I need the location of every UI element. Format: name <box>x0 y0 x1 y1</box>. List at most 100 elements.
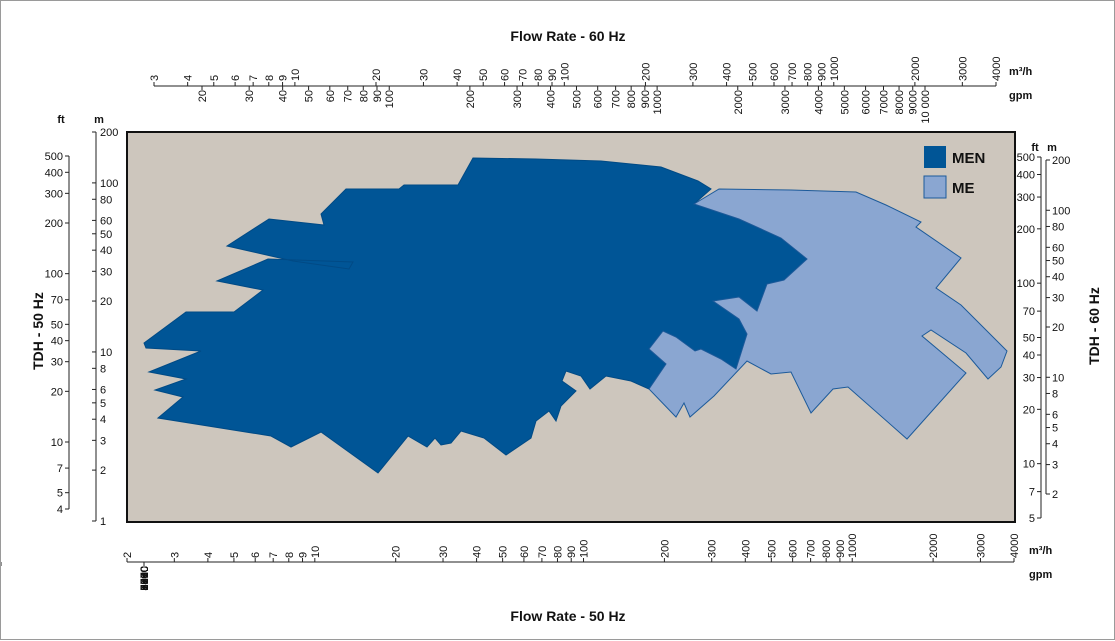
axis-right-m-tick-label: 40 <box>1052 272 1064 284</box>
axis-bottom-gpm-tick-label: 400 <box>139 566 151 584</box>
axis-bottom-m3h-tick-label: 70 <box>537 546 549 558</box>
axis-top-m3h-tick-label: 90 <box>547 69 559 81</box>
axis-left-m-tick-label: 20 <box>100 296 112 308</box>
axis-right-ft-tick-label: 40 <box>1023 350 1035 362</box>
axis-top-m3h-tick-label: 20 <box>371 69 383 81</box>
axis-top-gpm: 20 30 40 50 60 70 80 90 100 200 300 400 500 600 700 800… <box>197 85 1032 124</box>
axis-top-m3h-tick-label: 9 <box>278 75 290 81</box>
axis-bottom-m3h-tick-label: 300 <box>707 540 719 558</box>
axis-left-m-tick-label: 10 <box>100 347 112 359</box>
axis-top-gpm-tick-label: 30 <box>244 90 256 102</box>
axis-bottom-gpm-tick-label: 7000 <box>139 566 151 590</box>
axis-top-m3h-tick-label: 7 <box>248 75 260 81</box>
axis-top-m3h-tick-label: 1000 <box>829 57 841 81</box>
axis-top-gpm-tick-label: 4000 <box>813 90 825 114</box>
axis-left-ft-tick-label: 7 <box>57 463 63 475</box>
axis-bottom-m3h-tick-label: 9 <box>298 552 310 558</box>
axis-top-gpm-tick-label: 200 <box>465 90 477 108</box>
axis-bottom-gpm-tick-label: 30 <box>139 566 151 578</box>
axis-left-m-tick-label: 3 <box>100 435 106 447</box>
axis-right-ft-tick-label: 10 <box>1023 459 1035 471</box>
axis-bottom-gpm-tick-label: 1000 <box>139 566 151 590</box>
axis-right-ft-tick-label: 70 <box>1023 306 1035 318</box>
axis-bottom-m3h-unit: m³/h <box>1029 545 1053 557</box>
axis-right-m-tick-label: 2 <box>1052 489 1058 501</box>
axis-top-gpm-tick-label: 6000 <box>861 90 873 114</box>
axis-right-m-tick-label: 60 <box>1052 242 1064 254</box>
axis-top-m3h-tick-label: 900 <box>816 63 828 81</box>
axis-top-gpm-tick-label: 700 <box>611 90 623 108</box>
axis-right-m-tick-label: 6 <box>1052 409 1058 421</box>
axis-top-m3h-tick-label: 5 <box>209 75 221 81</box>
axis-right-ft-tick-label: 400 <box>1017 169 1035 181</box>
axis-bottom-gpm-tick-label: 6000 <box>139 566 151 590</box>
axis-top-gpm-tick-label: 2000 <box>733 90 745 114</box>
axis-top-m3h-tick-label: 40 <box>452 69 464 81</box>
axis-bottom-m3h-tick-label: 8 <box>284 552 296 558</box>
axis-right-m-tick-label: 80 <box>1052 221 1064 233</box>
axis-top-m3h-tick-label: 70 <box>518 69 530 81</box>
axis-left-m-unit: m <box>94 114 104 126</box>
axis-bottom-gpm-tick-label: 9000 <box>139 566 151 590</box>
axis-bottom-m3h-tick-label: 60 <box>519 546 531 558</box>
axis-bottom-m3h-tick-label: 6 <box>250 552 262 558</box>
axis-top-gpm-tick-label: 3000 <box>780 90 792 114</box>
axis-bottom-m3h-tick-label: 100 <box>579 540 591 558</box>
axis-top-m3h-tick-label: 3000 <box>957 57 969 81</box>
axis-right-ft-tick-label: 300 <box>1017 192 1035 204</box>
axis-left-m-tick-label: 200 <box>100 127 118 139</box>
axis-right-m-tick-label: 20 <box>1052 322 1064 334</box>
axis-top-m3h-tick-label: 10 <box>290 69 302 81</box>
axis-top-m3h-unit: m³/h <box>1009 66 1033 78</box>
axis-left-ft-tick-label: 500 <box>45 151 63 163</box>
axis-bottom-m3h-tick-label: 3000 <box>975 534 987 558</box>
axis-right-m-tick-label: 100 <box>1052 205 1070 217</box>
axis-top-gpm-tick-label: 80 <box>358 90 370 102</box>
legend-swatch-men <box>924 146 946 168</box>
title-bottom: Flow Rate - 50 Hz <box>510 608 625 624</box>
axis-bottom-gpm-tick-label: 200 <box>139 566 151 584</box>
axis-left-m-tick-label: 1 <box>100 516 106 528</box>
axis-bottom-m3h-tick-label: 700 <box>806 540 818 558</box>
axis-top-m3h-tick-label: 600 <box>769 63 781 81</box>
axis-top-m3h-tick-label: 200 <box>640 63 652 81</box>
axis-right-m-tick-label: 200 <box>1052 155 1070 167</box>
axis-top-m3h: 3 4 5 6 7 8 9 10 20 30 40 50 60 70 80 90 100 200 300 400 500… <box>149 57 1033 87</box>
title-left: TDH - 50 Hz <box>30 292 46 370</box>
axis-top-m3h-tick-label: 500 <box>748 63 760 81</box>
axis-top-m3h-tick-label: 3 <box>149 75 161 81</box>
axis-top-gpm-tick-label: 90 <box>372 90 384 102</box>
axis-bottom-m3h-tick-label: 30 <box>438 546 450 558</box>
axis-bottom-m3h-tick-label: 1000 <box>847 534 859 558</box>
axis-top-m3h-tick-label: 4 <box>183 75 195 81</box>
axis-top-m3h-tick-label: 6 <box>230 75 242 81</box>
axis-right-ft-tick-label: 20 <box>1023 404 1035 416</box>
axis-bottom-gpm-tick-label: 500 <box>139 566 151 584</box>
axis-top-gpm-tick-label: 600 <box>593 90 605 108</box>
axis-left-ft-tick-label: 50 <box>51 319 63 331</box>
axis-bottom-m3h-tick-label: 50 <box>498 546 510 558</box>
axis-right-m-unit: m <box>1047 142 1057 154</box>
axis-top-m3h-tick-label: 400 <box>722 63 734 81</box>
axis-right-ft-tick-label: 100 <box>1017 278 1035 290</box>
axis-top-m3h-tick-label: 30 <box>418 69 430 81</box>
axis-bottom-m3h-tick-label: 7 <box>268 552 280 558</box>
axis-top-gpm-tick-label: 5000 <box>839 90 851 114</box>
axis-bottom-gpm-tick-label: 300 <box>139 566 151 584</box>
axis-bottom-m3h-tick-label: 90 <box>566 546 578 558</box>
axis-left-m-tick-label: 2 <box>100 465 106 477</box>
axis-bottom-m3h-tick-label: 900 <box>835 540 847 558</box>
axis-bottom-m3h-tick-label: 600 <box>788 540 800 558</box>
axis-bottom-m3h-tick-label: 400 <box>740 540 752 558</box>
axis-left-ft-tick-label: 5 <box>57 488 63 500</box>
axis-top-gpm-tick-label: 900 <box>640 90 652 108</box>
title-top: Flow Rate - 60 Hz <box>510 28 625 44</box>
legend-label-me: ME <box>952 180 975 197</box>
axis-left-ft-tick-label: 40 <box>51 336 63 348</box>
axis-left-m-tick-label: 4 <box>100 414 106 426</box>
axis-left-ft: 4 5 7 10 20 30 40 50 70 100 200 300 400 500 ft <box>45 114 70 516</box>
axis-bottom-gpm-tick-label: 5000 <box>139 566 151 590</box>
